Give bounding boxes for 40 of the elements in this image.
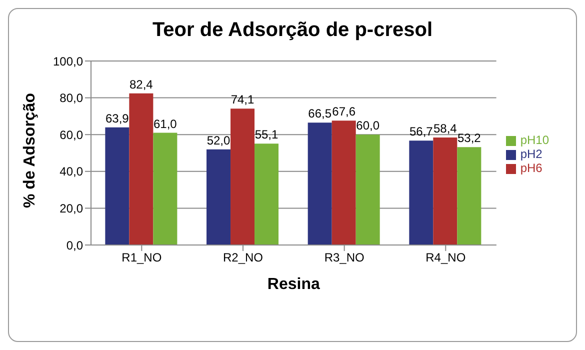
x-tick-label: R2_NO <box>222 250 263 265</box>
data-label: 82,4 <box>130 77 154 92</box>
x-axis-title: Resina <box>267 276 320 293</box>
bar <box>356 134 380 245</box>
x-tick-label: R3_NO <box>324 250 364 265</box>
data-label: 53,2 <box>457 131 482 146</box>
bar <box>332 120 356 245</box>
x-tick-label: R4_NO <box>426 250 466 265</box>
bar <box>433 138 458 245</box>
bar <box>105 127 130 245</box>
bar <box>230 108 255 245</box>
legend-label: pH10 <box>520 133 549 147</box>
data-label: 61,0 <box>154 116 178 131</box>
data-label: 52,0 <box>206 133 231 148</box>
bar <box>129 93 154 245</box>
y-tick-label: 20,0 <box>60 201 84 216</box>
data-label: 60,0 <box>356 118 380 133</box>
legend-label: pH2 <box>520 147 542 161</box>
data-label: 66,5 <box>308 106 332 121</box>
bar <box>153 132 178 245</box>
data-label: 63,9 <box>106 111 130 126</box>
y-tick-label: 40,0 <box>60 164 84 179</box>
legend-label: pH6 <box>520 161 542 175</box>
y-tick-label: 0,0 <box>66 238 84 252</box>
bar <box>409 140 434 245</box>
y-tick-label: 80,0 <box>60 91 84 106</box>
bar <box>254 144 279 245</box>
y-axis-title: % de Adsorção <box>22 92 39 208</box>
chart-title: Teor de Adsorção de p-cresol <box>151 19 434 42</box>
data-label: 67,6 <box>332 104 356 119</box>
data-label: 58,4 <box>433 122 458 136</box>
bar <box>308 122 332 245</box>
data-label: 56,7 <box>409 124 434 139</box>
bar <box>457 147 482 245</box>
y-tick-label: 60,0 <box>60 128 84 142</box>
y-tick-label: 100,0 <box>52 54 84 68</box>
bar <box>206 149 231 245</box>
data-label: 55,1 <box>254 128 279 142</box>
x-tick-label: R1_NO <box>122 250 162 265</box>
data-label: 74,1 <box>230 92 255 107</box>
